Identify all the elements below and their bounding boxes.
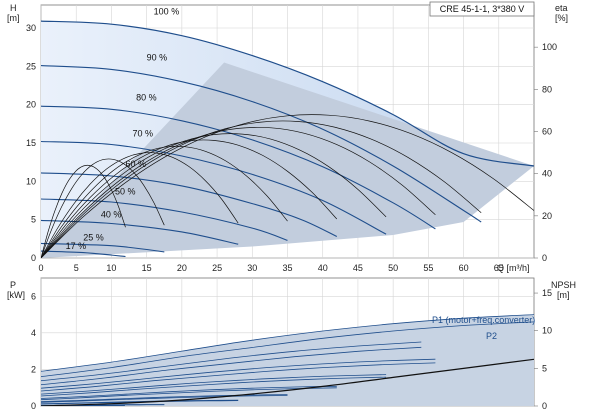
p2-series-label: P2 <box>486 331 497 341</box>
head-tick-label: 30 <box>26 23 36 33</box>
eta-tick-label: 40 <box>542 169 552 179</box>
power-axis-unit: [kW] <box>7 290 25 300</box>
speed-label: 40 % <box>101 210 122 220</box>
p1-curve <box>41 385 337 399</box>
head-tick-label: 20 <box>26 100 36 110</box>
eta-tick-label: 60 <box>542 127 552 137</box>
npsh-axis-unit: [m] <box>557 290 570 300</box>
x-tick-label: 0 <box>38 263 43 273</box>
head-axis-title: H <box>10 3 17 13</box>
x-tick-label: 10 <box>106 263 116 273</box>
speed-label: 60 % <box>126 159 147 169</box>
speed-label: 80 % <box>136 92 157 102</box>
x-tick-label: 45 <box>353 263 363 273</box>
head-curves <box>41 20 534 258</box>
p2-curve <box>41 376 387 397</box>
head-curve-panel: 0 5 10 15 20 25 30 35 40 45 50 55 60 65 0 5 10 15 20 25 30 0 2… <box>26 4 557 273</box>
power-curves <box>41 314 534 406</box>
npsh-tick-label: 15 <box>542 288 552 298</box>
model-label: CRE 45-1-1, 3*380 V <box>440 4 525 14</box>
npsh-tick-label: 10 <box>542 326 552 336</box>
efficiency-curve <box>41 139 338 258</box>
efficiency-curve <box>41 145 288 258</box>
efficiency-curve <box>41 133 387 258</box>
npsh-curve <box>41 358 534 406</box>
npsh-tick-label: 5 <box>542 363 547 373</box>
eta-axis-title: eta <box>555 3 568 13</box>
flow-axis-title: Q [m³/h] <box>497 263 530 273</box>
x-tick-label: 40 <box>318 263 328 273</box>
x-tick-label: 30 <box>247 263 257 273</box>
efficiency-curve <box>41 114 534 258</box>
x-tick-label: 35 <box>282 263 292 273</box>
head-axis-unit: [m] <box>7 13 20 23</box>
speed-curve <box>41 250 126 258</box>
efficiency-curve <box>41 152 239 258</box>
head-axis-ticks: 0 5 10 15 20 25 30 35 40 45 50 55 60 65 0 5 10 15 20 25 30 0 2… <box>26 23 557 273</box>
power-tick-label: 2 <box>31 364 36 374</box>
power-tick-label: 6 <box>31 291 36 301</box>
p2-curve <box>41 362 436 392</box>
head-tick-label: 10 <box>26 176 36 186</box>
speed-label: 17 % <box>66 241 87 251</box>
p1-curve <box>41 374 387 395</box>
eta-tick-label: 20 <box>542 211 552 221</box>
efficiency-curve <box>41 126 436 258</box>
p1-curve <box>41 314 534 372</box>
speed-curve <box>41 219 239 245</box>
speed-label: 50 % <box>115 187 136 197</box>
p2-curve <box>41 346 422 386</box>
speed-label: 25 % <box>83 233 104 243</box>
head-tick-label: 25 <box>26 61 36 71</box>
speed-labels: 100 % 90 % 80 % 70 % 60 % 50 % 40 % 25 %17 % <box>66 7 180 252</box>
x-tick-label: 60 <box>459 263 469 273</box>
eta-tick-label: 100 <box>542 42 557 52</box>
p1-curve <box>41 394 288 403</box>
x-tick-label: 55 <box>423 263 433 273</box>
speed-curve <box>41 20 534 167</box>
power-axis-ticks: 0 2 4 6 0 5 10 15 <box>31 288 552 411</box>
power-npsh-panel: 0 2 4 6 0 5 10 15 <box>31 277 552 411</box>
power-area-fill <box>41 314 534 406</box>
eta-tick-label: 80 <box>542 84 552 94</box>
npsh-tick-label: 0 <box>542 401 547 411</box>
power-tick-label: 4 <box>31 328 36 338</box>
p2-curve <box>41 321 534 378</box>
head-tick-label: 0 <box>31 253 36 263</box>
speed-curve <box>41 242 165 253</box>
efficiency-curve <box>41 120 482 258</box>
x-tick-label: 25 <box>212 263 222 273</box>
speed-curve <box>41 140 387 235</box>
eta-axis-unit: [%] <box>555 13 568 23</box>
eta-tick-label: 0 <box>542 253 547 263</box>
p1-series-label: P1 (motor+freq.converter) <box>432 315 535 325</box>
speed-curve <box>41 172 338 237</box>
x-tick-label: 20 <box>177 263 187 273</box>
p2-curve <box>41 395 288 403</box>
speed-label: 90 % <box>147 53 168 63</box>
model-label-box: CRE 45-1-1, 3*380 V <box>429 1 535 17</box>
x-tick-label: 5 <box>74 263 79 273</box>
efficiency-curve <box>41 164 126 258</box>
x-tick-label: 50 <box>388 263 398 273</box>
power-tick-label: 0 <box>31 401 36 411</box>
efficiency-curve <box>41 158 165 258</box>
x-tick-label: 15 <box>142 263 152 273</box>
x-tick-label: 65 <box>494 263 504 273</box>
head-tick-label: 5 <box>31 215 36 225</box>
p1-curve <box>41 341 422 382</box>
p2-curve <box>41 387 337 401</box>
head-tick-label: 15 <box>26 138 36 148</box>
power-axis-title: P <box>10 280 16 290</box>
p1-curve <box>41 358 436 389</box>
npsh-axis-title: NPSH <box>551 280 576 290</box>
speed-curve <box>41 105 436 230</box>
power-area <box>41 314 534 406</box>
speed-curve <box>41 65 482 223</box>
speed-label: 100 % <box>154 7 180 17</box>
speed-label: 70 % <box>133 128 154 138</box>
